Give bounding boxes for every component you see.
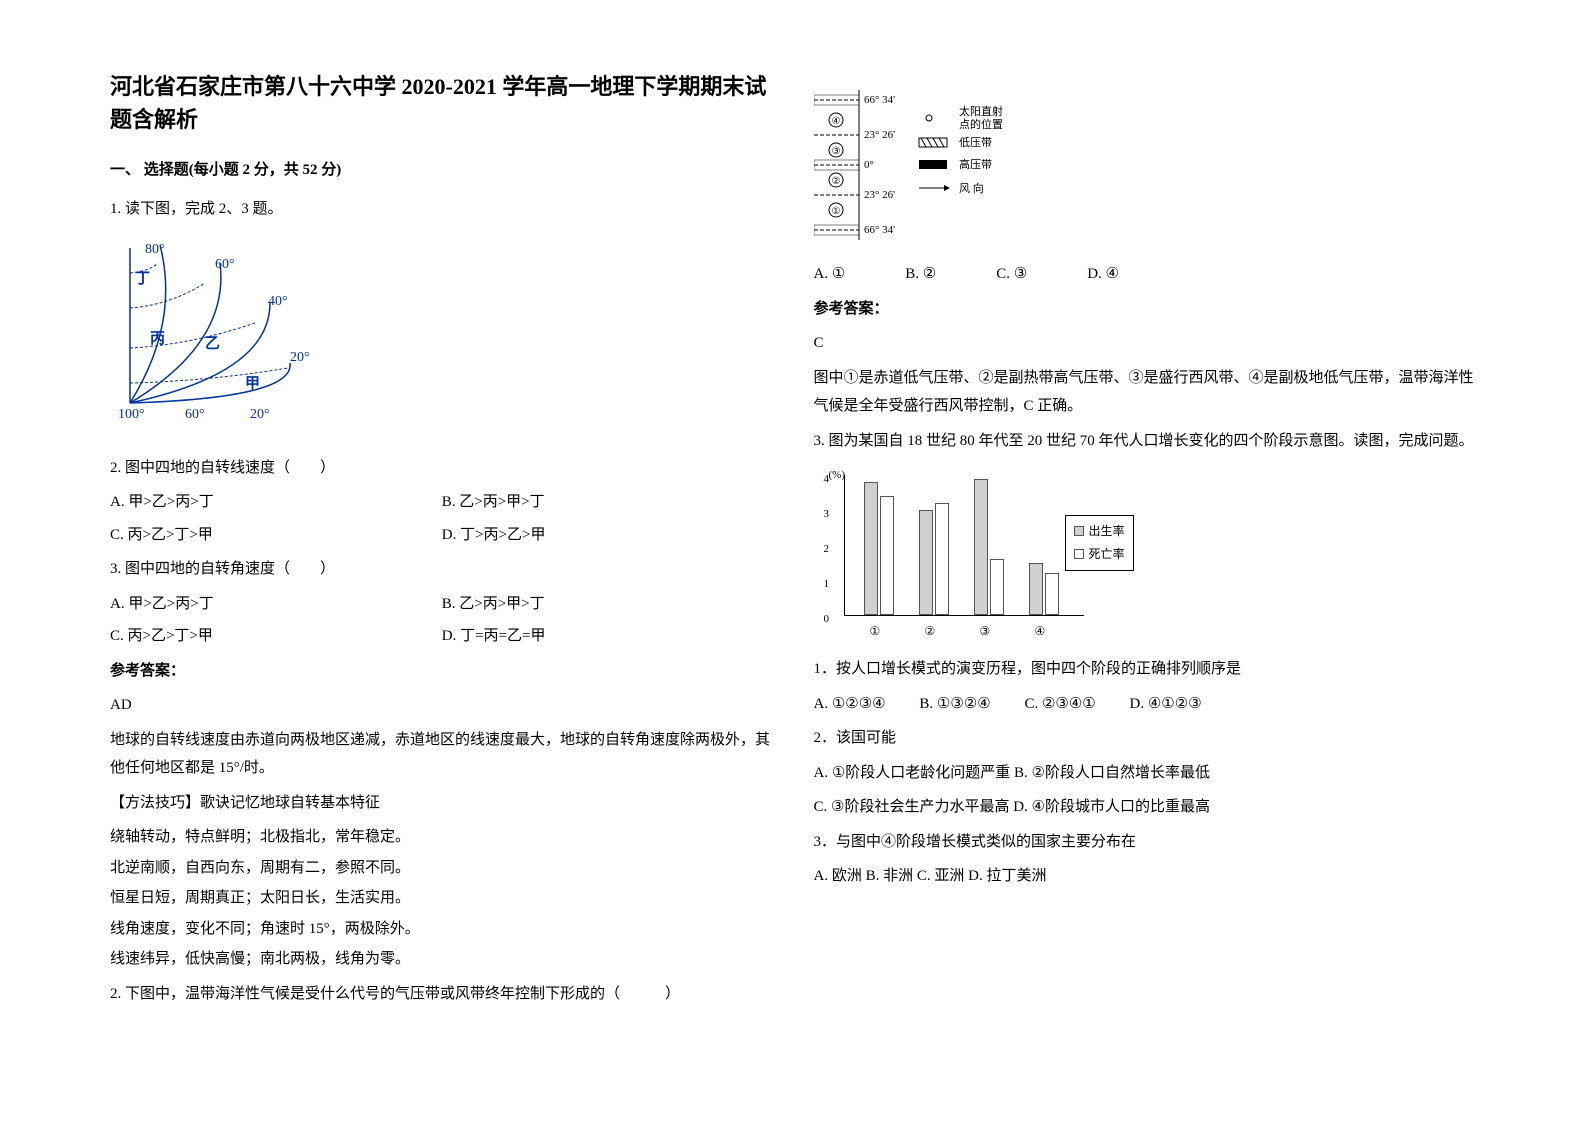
- legend-birth: 出生率: [1074, 520, 1124, 543]
- y-tick: 0: [824, 609, 830, 630]
- chart-legend: 出生率 死亡率: [1065, 515, 1133, 571]
- q3-sub1-opts: A. ①②③④ B. ①③②④ C. ②③④① D. ④①②③: [814, 690, 1478, 719]
- point-yi: 乙: [205, 336, 220, 352]
- bar-birth: [864, 482, 878, 615]
- q1-stem: 1. 读下图，完成 2、3 题。: [110, 195, 774, 224]
- q1-sub2-optC: C. 丙>乙>丁>甲: [110, 521, 442, 550]
- q1-explain: 地球的自转线速度由赤道向两极地区递减，赤道地区的线速度最大，地球的自转角速度除两…: [110, 726, 774, 783]
- lat-80: 80°: [145, 242, 165, 257]
- bar-birth: [974, 479, 988, 616]
- q1-answer-label: 参考答案：: [110, 657, 774, 686]
- globe-diagram: 80° 60° 40° 20° 100° 60° 20° 丁 丙 乙 甲: [110, 233, 774, 444]
- y-tick: 3: [824, 504, 830, 525]
- svg-text:低压带: 低压带: [959, 136, 992, 149]
- svg-text:66° 34': 66° 34': [864, 224, 895, 236]
- bar-death: [990, 559, 1004, 615]
- tip-4: 线速纬异，低快高慢；南北两极，线角为零。: [110, 945, 774, 974]
- y-tick: 2: [824, 539, 830, 560]
- q1-sub2-optB: B. 乙>丙>甲>丁: [442, 488, 774, 517]
- y-axis: [844, 475, 845, 615]
- q1-tip-title: 【方法技巧】歌诀记忆地球自转基本特征: [110, 789, 774, 818]
- svg-text:①: ①: [831, 206, 840, 217]
- q3-sub3-opts: A. 欧洲 B. 非洲 C. 亚洲 D. 拉丁美洲: [814, 862, 1478, 891]
- q3-sub1-stem: 1．按人口增长模式的演变历程，图中四个阶段的正确排列顺序是: [814, 655, 1478, 684]
- svg-text:点的位置: 点的位置: [959, 117, 1003, 131]
- svg-text:②: ②: [831, 176, 840, 187]
- q1-sub2-stem: 2. 图中四地的自转线速度（ ）: [110, 454, 774, 483]
- q3-stem: 3. 图为某国自 18 世纪 80 年代至 20 世纪 70 年代人口增长变化的…: [814, 427, 1478, 456]
- q2-optD: D. ④: [1087, 260, 1119, 289]
- svg-text:太阳直射: 太阳直射: [959, 104, 1003, 118]
- q1-sub3-optC: C. 丙>乙>丁>甲: [110, 622, 442, 651]
- tip-2: 恒星日短，周期真正；太阳日长，生活实用。: [110, 884, 774, 913]
- tip-3: 线角速度，变化不同；角速时 15°，两极除外。: [110, 915, 774, 944]
- q2-opts: A. ① B. ② C. ③ D. ④: [814, 260, 1478, 289]
- q2-optC: C. ③: [996, 260, 1027, 289]
- lat-60: 60°: [215, 257, 235, 272]
- x-label: ②: [925, 620, 936, 643]
- point-jia: 甲: [245, 375, 260, 392]
- right-column: ④ ③ ② ① 66° 34' 23° 26' 0° 23° 26' 66° 3…: [794, 70, 1498, 1052]
- swatch-death: [1074, 549, 1084, 559]
- y-tick: 4: [824, 469, 830, 490]
- q3-sub2-optsCD: C. ③阶段社会生产力水平最高 D. ④阶段城市人口的比重最高: [814, 793, 1478, 822]
- lon-20: 20°: [250, 407, 270, 422]
- pressure-diagram: ④ ③ ② ① 66° 34' 23° 26' 0° 23° 26' 66° 3…: [814, 80, 1064, 250]
- q2-answer: C: [814, 329, 1478, 358]
- bar-death: [880, 496, 894, 615]
- exam-title: 河北省石家庄市第八十六中学 2020-2021 学年高一地理下学期期末试题含解析: [110, 70, 774, 136]
- point-bing: 丙: [150, 330, 165, 347]
- lat-20: 20°: [290, 350, 310, 365]
- svg-text:③: ③: [831, 146, 840, 157]
- lon-60: 60°: [185, 407, 205, 422]
- q1-sub3-optA: A. 甲>乙>丙>丁: [110, 590, 442, 619]
- bar-birth: [1029, 563, 1043, 616]
- q1-sub3-optB: B. 乙>丙>甲>丁: [442, 590, 774, 619]
- tip-0: 绕轴转动，特点鲜明；北极指北，常年稳定。: [110, 823, 774, 852]
- bar-death: [1045, 573, 1059, 615]
- tip-1: 北逆南顺，自西向东，周期有二，参照不同。: [110, 854, 774, 883]
- q1-answer: AD: [110, 691, 774, 720]
- q1-sub3-stem: 3. 图中四地的自转角速度（ ）: [110, 555, 774, 584]
- q1-sub3-row1: A. 甲>乙>丙>丁 B. 乙>丙>甲>丁: [110, 590, 774, 619]
- lat-40: 40°: [268, 294, 288, 309]
- q2-explain: 图中①是赤道低气压带、②是副热带高气压带、③是盛行西风带、④是副极地低气压带，温…: [814, 364, 1478, 421]
- q1-sub2-optA: A. 甲>乙>丙>丁: [110, 488, 442, 517]
- q1-sub2-row1: A. 甲>乙>丙>丁 B. 乙>丙>甲>丁: [110, 488, 774, 517]
- lon-100: 100°: [118, 407, 145, 422]
- svg-text:66° 34': 66° 34': [864, 94, 895, 106]
- legend-death: 死亡率: [1074, 543, 1124, 566]
- q2-answer-label: 参考答案：: [814, 295, 1478, 324]
- svg-text:风 向: 风 向: [959, 181, 984, 195]
- q3-sub3-stem: 3．与图中④阶段增长模式类似的国家主要分布在: [814, 828, 1478, 857]
- q1-sub3-optD: D. 丁=丙=乙=甲: [442, 622, 774, 651]
- left-column: 河北省石家庄市第八十六中学 2020-2021 学年高一地理下学期期末试题含解析…: [90, 70, 794, 1052]
- bar-birth: [919, 510, 933, 615]
- bar-death: [935, 503, 949, 615]
- x-label: ④: [1035, 620, 1046, 643]
- x-axis: [844, 615, 1084, 616]
- x-label: ③: [980, 620, 991, 643]
- swatch-birth: [1074, 526, 1084, 536]
- svg-text:23° 26': 23° 26': [864, 189, 895, 201]
- population-chart: (%) 出生率 死亡率 01234①②③④: [814, 465, 1134, 645]
- q2-optA: A. ①: [814, 260, 846, 289]
- x-label: ①: [870, 620, 881, 643]
- q2-stem: 2. 下图中，温带海洋性气候是受什么代号的气压带或风带终年控制下形成的（ ）: [110, 980, 774, 1009]
- svg-text:23° 26': 23° 26': [864, 129, 895, 141]
- q3-sub2-optsAB: A. ①阶段人口老龄化问题严重 B. ②阶段人口自然增长率最低: [814, 759, 1478, 788]
- q2-optB: B. ②: [905, 260, 936, 289]
- svg-text:④: ④: [831, 116, 840, 127]
- q1-sub2-optD: D. 丁>丙>乙>甲: [442, 521, 774, 550]
- svg-text:0°: 0°: [864, 159, 874, 171]
- point-ding: 丁: [135, 271, 150, 287]
- svg-text:高压带: 高压带: [959, 157, 992, 171]
- q3-sub2-stem: 2．该国可能: [814, 724, 1478, 753]
- q1-sub3-row2: C. 丙>乙>丁>甲 D. 丁=丙=乙=甲: [110, 622, 774, 651]
- y-tick: 1: [824, 574, 830, 595]
- section-header: 一、 选择题(每小题 2 分，共 52 分): [110, 156, 774, 185]
- q1-sub2-row2: C. 丙>乙>丁>甲 D. 丁>丙>乙>甲: [110, 521, 774, 550]
